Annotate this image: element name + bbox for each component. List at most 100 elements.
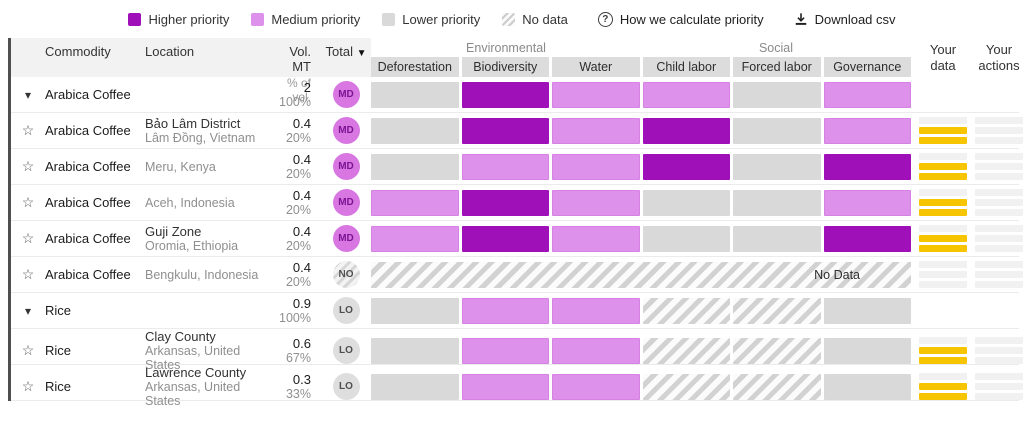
your-data-stripe: [919, 383, 967, 390]
your-actions-stripe: [975, 153, 1023, 160]
star-icon[interactable]: ☆: [21, 157, 35, 174]
your-data-cell: [919, 257, 967, 292]
your-actions-stripe: [975, 225, 1023, 232]
your-data-stripe: [919, 271, 967, 278]
location-cell: Bảo Lâm District Lâm Đồng, Vietnam: [145, 116, 267, 145]
priority-bars: [371, 149, 911, 184]
priority-badge: MD: [332, 81, 360, 108]
star-icon[interactable]: ☆: [21, 265, 35, 282]
priority-segment-lower: [642, 225, 730, 252]
your-data-stripe: [919, 199, 967, 206]
expand-arrow-icon[interactable]: ▾: [24, 303, 32, 318]
priority-badge: MD: [332, 117, 360, 144]
your-data-stripe: [919, 137, 967, 144]
commodity-group-row[interactable]: ▾ Rice 0.9 100% LO: [11, 293, 1019, 329]
priority-segment-lower: [371, 297, 459, 324]
commodity-group-row[interactable]: ▾ Arabica Coffee 2 100% MD: [11, 77, 1019, 113]
medium-priority-swatch: [251, 12, 265, 26]
location-cell: Bengkulu, Indonesia: [145, 268, 267, 282]
your-data-cell: [919, 221, 967, 256]
commodity-cell: Arabica Coffee: [45, 231, 131, 246]
lower-priority-swatch: [382, 12, 396, 26]
volume-percent: 20%: [285, 167, 311, 181]
priority-segment-lower: [733, 189, 821, 216]
priority-segment-medium: [552, 117, 640, 144]
volume-cell: 0.4 20%: [267, 188, 321, 217]
priority-segment-lower: [642, 189, 730, 216]
priority-segment-higher: [461, 117, 549, 144]
table-row[interactable]: ☆ Rice Lawrence County Arkansas, United Sta…: [11, 365, 1023, 408]
priority-bars: [371, 221, 911, 256]
priority-badge: MD: [332, 153, 360, 180]
your-data-stripe: [919, 261, 967, 268]
table-row[interactable]: ☆ Arabica Coffee Aceh, Indonesia 0.4 20% MD: [11, 185, 1023, 221]
legend-label: Medium priority: [271, 11, 361, 27]
your-actions-stripe: [975, 173, 1023, 180]
total-sort-header[interactable]: Total ▼: [321, 44, 371, 59]
location-cell: Aceh, Indonesia: [145, 196, 267, 210]
priority-segment-higher: [461, 81, 549, 108]
volume-percent: 20%: [285, 203, 311, 217]
table-row[interactable]: ☆ Arabica Coffee Guji Zone Oromia, Ethiopia…: [11, 221, 1023, 257]
expand-arrow-icon[interactable]: ▾: [24, 87, 32, 102]
volume-cell: 2 100%: [267, 80, 321, 109]
your-actions-cell: [975, 293, 1023, 328]
child-labor-column-header: Child labor: [642, 57, 730, 77]
your-actions-stripe: [975, 209, 1023, 216]
table-row[interactable]: ☆ Arabica Coffee Meru, Kenya 0.4 20% MD: [11, 149, 1023, 185]
priority-segment-higher: [823, 225, 911, 252]
table-row[interactable]: ☆ Rice Clay County Arkansas, United States 0…: [11, 329, 1023, 372]
volume-value: 0.3: [292, 372, 311, 387]
table-header: Commodity Location Vol. MT % of vol. Tot…: [11, 38, 1020, 104]
location-name: Lawrence County: [145, 365, 247, 380]
priority-badge: LO: [332, 373, 360, 400]
your-actions-stripe: [975, 199, 1023, 206]
star-icon[interactable]: ☆: [21, 341, 35, 358]
priority-segment-medium: [823, 81, 911, 108]
priority-segment-medium: [552, 373, 640, 400]
priority-segment-lower: [733, 81, 821, 108]
table-row[interactable]: ☆ Arabica Coffee Bengkulu, Indonesia 0.4 20%…: [11, 257, 1023, 293]
how-we-calculate-link[interactable]: ? How we calculate priority: [597, 11, 764, 27]
download-csv-button[interactable]: Download csv: [794, 12, 896, 27]
legend-item-nodata: No data: [502, 12, 568, 27]
table-row[interactable]: ☆ Arabica Coffee Bảo Lâm District Lâm Đồng,…: [11, 113, 1023, 149]
priority-segment-medium: [552, 153, 640, 180]
star-icon[interactable]: ☆: [21, 121, 35, 138]
forced-labor-column-header: Forced labor: [733, 57, 821, 77]
commodity-cell: Arabica Coffee: [45, 123, 131, 138]
volume-percent: 20%: [285, 275, 311, 289]
priority-segment-higher: [642, 117, 730, 144]
total-cell: NO: [321, 261, 371, 288]
star-icon[interactable]: ☆: [21, 377, 35, 394]
priority-segment-lower: [371, 153, 459, 180]
star-icon[interactable]: ☆: [21, 229, 35, 246]
total-cell: LO: [321, 373, 371, 400]
total-cell: MD: [321, 225, 371, 252]
priority-segment-medium: [552, 189, 640, 216]
priority-segment-medium: [823, 117, 911, 144]
your-data-stripe: [919, 235, 967, 242]
total-cell: MD: [321, 117, 371, 144]
star-icon[interactable]: ☆: [21, 193, 35, 210]
your-data-cell: [919, 293, 967, 328]
priority-segment-higher: [642, 153, 730, 180]
legend-label: Lower priority: [402, 11, 481, 27]
toolbar: Higher priority Medium priority Lower pr…: [0, 0, 1024, 36]
location-name: Guji Zone: [145, 224, 202, 239]
your-actions-stripe: [975, 189, 1023, 196]
table-header-left: Commodity Location Vol. MT % of vol. Tot…: [11, 38, 371, 104]
your-actions-column-header: Your actions: [978, 41, 1020, 73]
location-region: Arkansas, United States: [145, 380, 241, 408]
location-region: Lâm Đồng, Vietnam: [145, 131, 256, 145]
your-data-column-header: Your data: [929, 41, 957, 73]
volume-column-header: Vol. MT % of vol.: [267, 44, 321, 104]
volume-value: 0.4: [292, 116, 311, 131]
priority-segment-higher: [461, 225, 549, 252]
priority-segment-nodata: [642, 373, 730, 400]
your-data-stripe: [919, 225, 967, 232]
table-body: ▾ Arabica Coffee 2 100% MD ☆ Arabica Coffee Bảo…: [11, 77, 1023, 408]
volume-value: 0.4: [292, 152, 311, 167]
priority-segment-lower: [733, 225, 821, 252]
priority-bars: [371, 185, 911, 220]
